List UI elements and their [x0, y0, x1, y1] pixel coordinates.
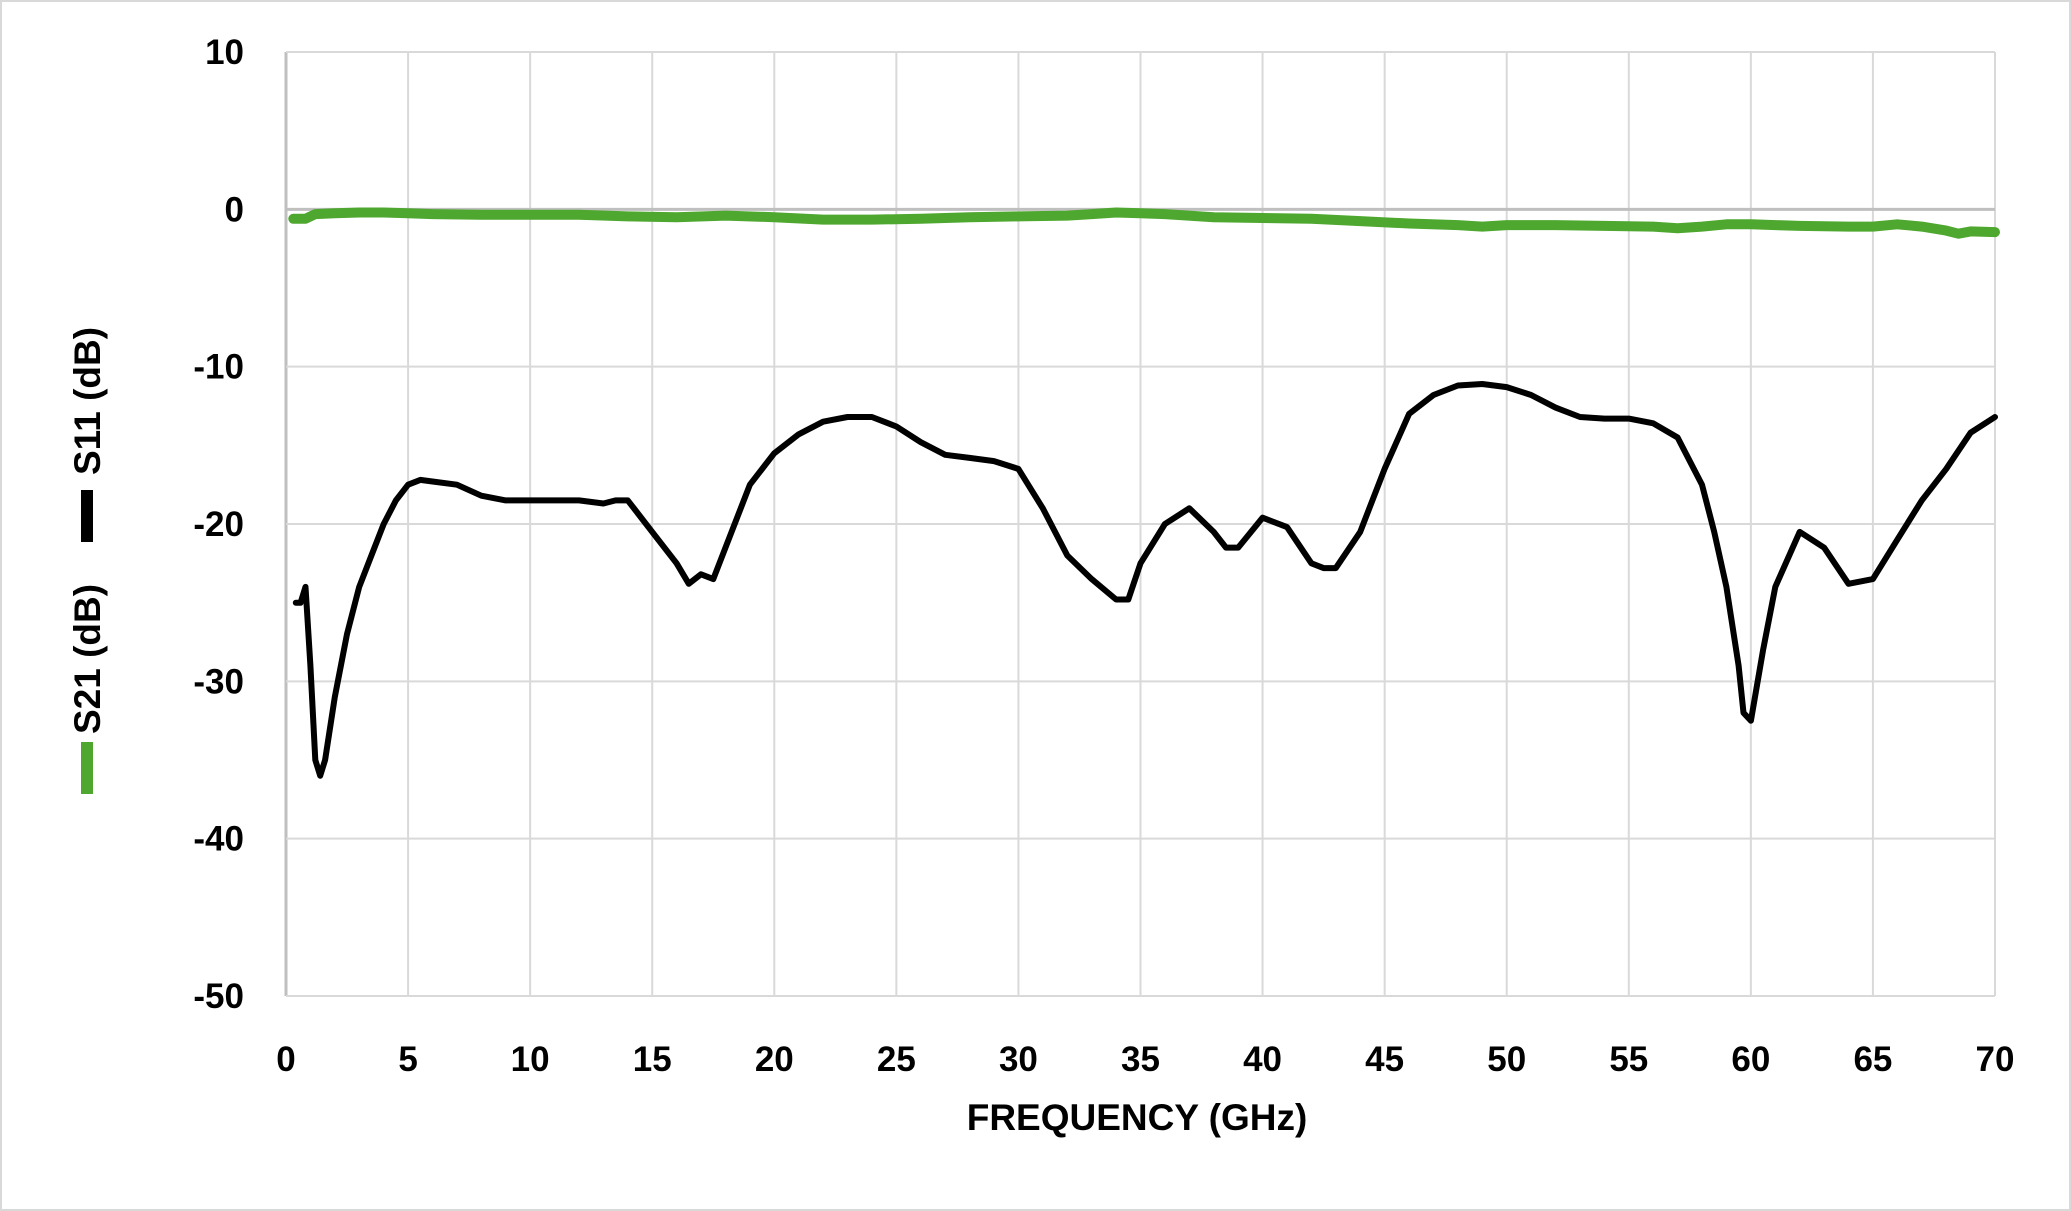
x-tick-label: 60 — [1731, 1040, 1770, 1079]
x-tick-label: 35 — [1121, 1040, 1160, 1079]
y-tick-label: -40 — [193, 820, 244, 859]
x-tick-label: 70 — [1976, 1040, 2015, 1079]
series-line-s11 — [292, 381, 1998, 779]
axis-tick-labels: 0 5 10 15 20 25 30 35 40 45 50 55 60 65 70 10 0 -10 -20 -30… — [193, 33, 2014, 1079]
x-tick-label: 0 — [276, 1040, 295, 1079]
legend-swatch-s11 — [81, 490, 93, 542]
x-tick-label: 40 — [1243, 1040, 1282, 1079]
grid-lines — [284, 51, 1996, 997]
y-tick-label: 10 — [205, 33, 244, 72]
x-tick-label: 65 — [1853, 1040, 1892, 1079]
x-tick-label: 15 — [633, 1040, 672, 1079]
x-axis-title: FREQUENCY (GHz) — [967, 1097, 1308, 1138]
y-tick-label: -50 — [193, 977, 244, 1016]
y-tick-label: -20 — [193, 505, 244, 544]
y-tick-label: -30 — [193, 662, 244, 701]
x-tick-label: 5 — [398, 1040, 417, 1079]
x-tick-label: 45 — [1365, 1040, 1404, 1079]
x-tick-label: 20 — [755, 1040, 794, 1079]
x-tick-label: 50 — [1487, 1040, 1526, 1079]
y-tick-label: 0 — [225, 190, 244, 229]
x-tick-label: 30 — [999, 1040, 1038, 1079]
y-axis-title-s21: S21 (dB) — [67, 584, 108, 734]
series-line-s21 — [288, 207, 2000, 239]
legend-swatch-s21 — [81, 742, 93, 794]
series-lines — [288, 207, 2000, 779]
y-axis-title-s11: S11 (dB) — [67, 327, 108, 475]
y-axis-legend-title: S21 (dB) S11 (dB) — [67, 327, 108, 794]
x-tick-label: 25 — [877, 1040, 916, 1079]
x-tick-label: 10 — [511, 1040, 550, 1079]
x-tick-label: 55 — [1609, 1040, 1648, 1079]
y-tick-label: -10 — [193, 348, 244, 387]
